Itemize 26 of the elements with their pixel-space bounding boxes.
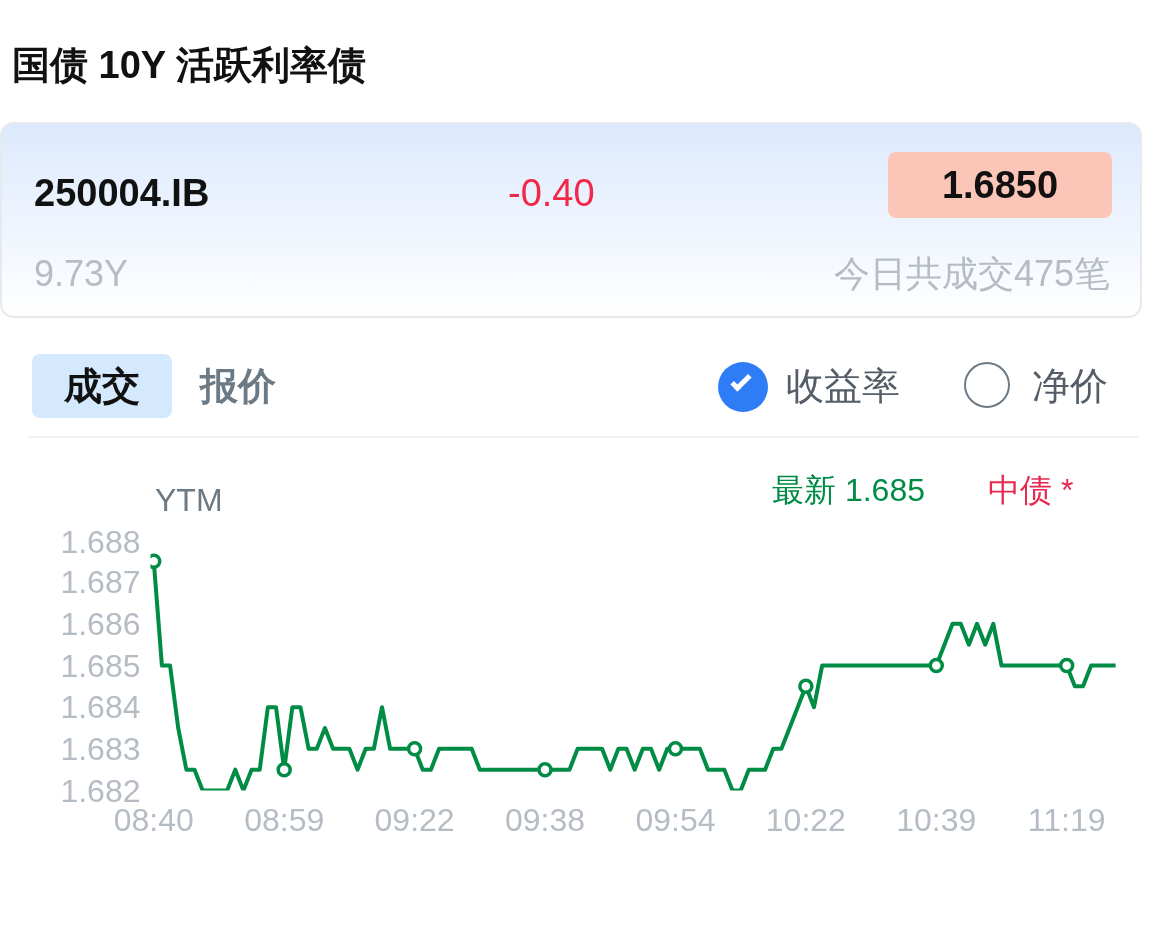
x-tick-label: 09:38 bbox=[504, 801, 586, 838]
y-tick-label: 1.688 bbox=[60, 523, 141, 560]
text: -0.40 bbox=[508, 171, 595, 217]
y-tick-label: 1.684 bbox=[60, 689, 141, 726]
text: 9.73Y bbox=[34, 252, 129, 297]
text: 报价 bbox=[200, 364, 276, 410]
x-tick-label: 09:54 bbox=[635, 801, 716, 838]
x-tick-label: 10:39 bbox=[896, 801, 977, 838]
text: 1.6850 bbox=[888, 152, 1112, 219]
text: 中债 * bbox=[988, 471, 1074, 511]
y-tick-label: 1.687 bbox=[60, 564, 141, 601]
text: 成交 bbox=[32, 354, 172, 419]
x-tick-label: 09:22 bbox=[374, 801, 455, 838]
y-tick-label: 1.683 bbox=[60, 730, 141, 767]
text: 净价 bbox=[1032, 364, 1108, 410]
y-tick-label: 1.685 bbox=[60, 647, 141, 684]
y-axis-title: YTM bbox=[155, 481, 223, 521]
x-tick-label: 08:59 bbox=[244, 801, 325, 838]
chart-title: 国债 10Y 活跃利率债 bbox=[12, 43, 368, 88]
x-tick-label: 11:19 bbox=[1027, 801, 1106, 838]
text: 收益率 bbox=[786, 364, 900, 410]
text: 今日共成交475笔 bbox=[833, 252, 1110, 297]
text: 250004.IB bbox=[34, 171, 210, 217]
x-tick-label: 10:22 bbox=[765, 801, 846, 838]
y-tick-label: 1.686 bbox=[60, 605, 141, 642]
text: 最新 1.685 bbox=[772, 471, 925, 511]
